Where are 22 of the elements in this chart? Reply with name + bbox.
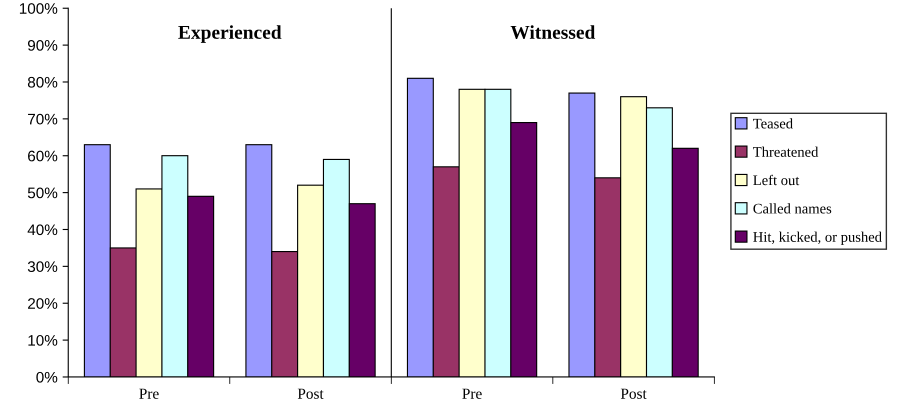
y-tick-label: 70% [28, 114, 58, 125]
x-tick-label: Post [298, 388, 324, 399]
y-tick-label: 80% [28, 76, 58, 88]
legend-label: Threatened [753, 146, 818, 157]
legend-label: Left out [753, 174, 800, 186]
x-tick-label: Pre [462, 388, 482, 399]
y-tick-label: 20% [28, 298, 58, 309]
y-tick-label: 100% [20, 3, 58, 14]
y-tick-label: 30% [28, 261, 58, 272]
y-tick-label: 10% [28, 334, 58, 346]
annotation: Experienced [178, 25, 282, 43]
y-tick-label: 50% [28, 187, 58, 198]
y-tick-label: 40% [28, 224, 58, 236]
legend-label: Teased [753, 118, 793, 129]
x-tick-label: Pre [139, 388, 159, 399]
y-tick-label: 60% [28, 150, 58, 162]
legend-label: Hit, kicked, or pushed [753, 232, 882, 245]
y-tick-label: 0% [36, 372, 58, 383]
legend-label: Called names [753, 203, 832, 214]
y-tick-label: 90% [28, 40, 58, 51]
x-tick-label: Post [620, 388, 647, 399]
annotation: Witnessed [510, 25, 596, 40]
